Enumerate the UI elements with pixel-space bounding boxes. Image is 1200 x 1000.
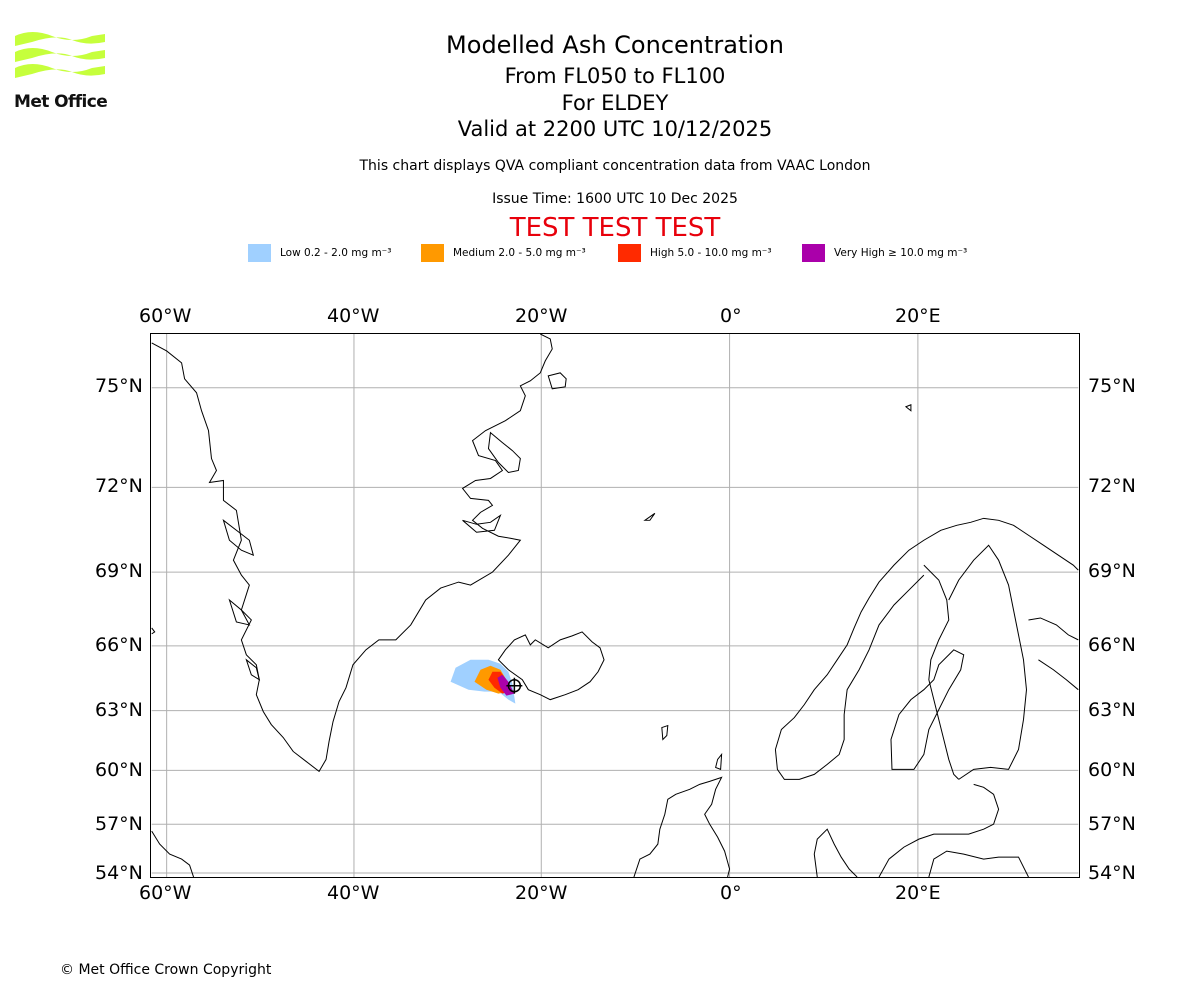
legend-item-high: High 5.0 - 10.0 mg m⁻³ bbox=[618, 244, 772, 262]
legend-label-medium: Medium 2.0 - 5.0 mg m⁻³ bbox=[453, 247, 586, 259]
finland-coast bbox=[948, 544, 1027, 780]
lon-label-bottom-20w: 20°W bbox=[515, 882, 568, 904]
greenland-fjord-3 bbox=[222, 518, 255, 557]
lon-label-top-40w: 40°W bbox=[327, 305, 380, 327]
shetland bbox=[715, 752, 723, 771]
lat-label-right-57n: 57°N bbox=[1088, 813, 1136, 835]
labrador-edge bbox=[151, 627, 156, 635]
lon-label-bottom-40w: 40°W bbox=[327, 882, 380, 904]
kola-coast bbox=[1028, 617, 1079, 641]
lon-label-bottom-60w: 60°W bbox=[139, 882, 192, 904]
legend-swatch-medium bbox=[421, 244, 444, 262]
lat-label-right-60n: 60°N bbox=[1088, 759, 1136, 781]
lat-label-left-69n: 69°N bbox=[95, 560, 143, 582]
issue-time: Issue Time: 1600 UTC 10 Dec 2025 bbox=[492, 191, 738, 207]
lat-label-right-66n: 66°N bbox=[1088, 634, 1136, 656]
greenland-fjord-4 bbox=[228, 598, 251, 626]
legend-label-low: Low 0.2 - 2.0 mg m⁻³ bbox=[280, 247, 392, 259]
lon-label-top-0: 0° bbox=[720, 305, 742, 327]
legend-item-medium: Medium 2.0 - 5.0 mg m⁻³ bbox=[421, 244, 586, 262]
lon-label-top-20e: 20°E bbox=[895, 305, 941, 327]
lon-label-bottom-20e: 20°E bbox=[895, 882, 941, 904]
legend-swatch-very-high bbox=[802, 244, 825, 262]
lat-label-left-72n: 72°N bbox=[95, 475, 143, 497]
volcano-name: For ELDEY bbox=[561, 91, 669, 115]
legend-item-low: Low 0.2 - 2.0 mg m⁻³ bbox=[248, 244, 391, 262]
lat-label-right-75n: 75°N bbox=[1088, 375, 1136, 397]
lon-label-top-20w: 20°W bbox=[515, 305, 568, 327]
lon-label-bottom-0: 0° bbox=[720, 882, 742, 904]
coastlines bbox=[151, 334, 1079, 877]
greenland-coast bbox=[151, 334, 553, 773]
norway-south-coast bbox=[774, 574, 925, 780]
gulf-of-bothnia bbox=[890, 649, 965, 770]
baltic-east bbox=[928, 850, 1029, 877]
map-gridlines bbox=[151, 334, 1079, 877]
lat-label-right-63n: 63°N bbox=[1088, 699, 1136, 721]
greenland-inner-fjord bbox=[487, 431, 521, 474]
lat-label-right-69n: 69°N bbox=[1088, 560, 1136, 582]
lat-label-left-63n: 63°N bbox=[95, 699, 143, 721]
faroe-islands bbox=[661, 724, 669, 741]
legend-label-very-high: Very High ≥ 10.0 mg m⁻³ bbox=[834, 247, 968, 259]
greenland-fjord-5 bbox=[245, 658, 261, 681]
flight-level-range: From FL050 to FL100 bbox=[504, 64, 726, 88]
legend-label-high: High 5.0 - 10.0 mg m⁻³ bbox=[650, 247, 772, 259]
labrador-corner bbox=[151, 830, 195, 877]
lat-label-right-72n: 72°N bbox=[1088, 475, 1136, 497]
lon-label-top-60w: 60°W bbox=[139, 305, 192, 327]
russia-coast bbox=[1038, 659, 1079, 691]
volcano-marker-icon bbox=[506, 677, 523, 694]
lat-label-right-54n: 54°N bbox=[1088, 862, 1136, 884]
lat-label-left-75n: 75°N bbox=[95, 375, 143, 397]
greenland-fjord-2 bbox=[462, 513, 502, 533]
scandinavia-coast bbox=[774, 517, 1079, 750]
small-island-north bbox=[904, 404, 912, 412]
lat-label-left-54n: 54°N bbox=[95, 862, 143, 884]
test-banner: TEST TEST TEST bbox=[509, 213, 721, 243]
legend-swatch-high bbox=[618, 244, 641, 262]
ash-concentration-map[interactable] bbox=[150, 333, 1080, 878]
met-office-logo-icon bbox=[15, 32, 105, 78]
logo-wordmark: Met Office bbox=[14, 92, 108, 112]
chart-description: This chart displays QVA compliant concen… bbox=[359, 158, 871, 174]
jan-mayen bbox=[643, 512, 656, 521]
sweden-border bbox=[923, 564, 960, 780]
greenland-island-east bbox=[547, 372, 567, 390]
baltic-coast bbox=[878, 783, 1000, 877]
chart-title: Modelled Ash Concentration bbox=[446, 31, 784, 59]
lat-label-left-66n: 66°N bbox=[95, 634, 143, 656]
uk-coast bbox=[633, 776, 731, 877]
legend-swatch-low bbox=[248, 244, 271, 262]
iceland-coast bbox=[497, 631, 605, 701]
valid-time: Valid at 2200 UTC 10/12/2025 bbox=[457, 117, 773, 141]
denmark bbox=[813, 828, 858, 877]
ash-cloud bbox=[450, 659, 516, 704]
copyright-notice: © Met Office Crown Copyright bbox=[60, 962, 272, 978]
lat-label-left-57n: 57°N bbox=[95, 813, 143, 835]
lat-label-left-60n: 60°N bbox=[95, 759, 143, 781]
legend-item-very-high: Very High ≥ 10.0 mg m⁻³ bbox=[802, 244, 967, 262]
